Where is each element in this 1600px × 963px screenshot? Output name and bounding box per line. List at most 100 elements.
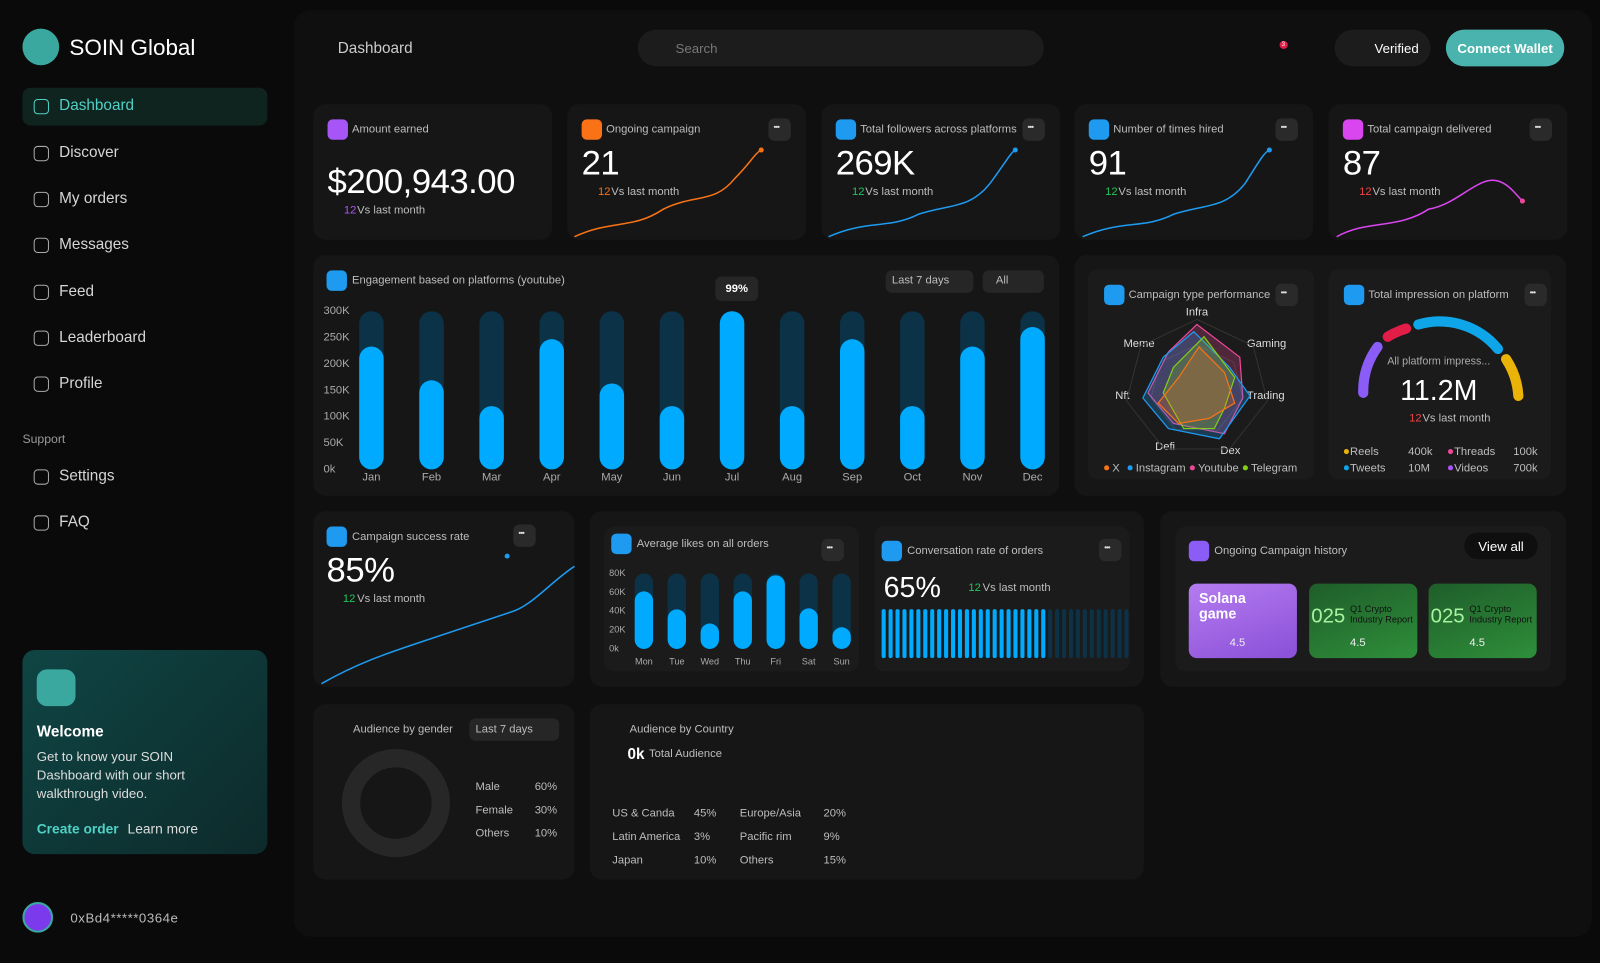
breakdown-name: Reels (1349, 445, 1379, 459)
stat-value: 269K (835, 143, 915, 183)
nav-icon[interactable] (33, 98, 49, 115)
country-value: 15% (823, 854, 846, 867)
nav-item[interactable]: Settings (59, 467, 115, 485)
nav-item[interactable]: Discover (59, 143, 119, 162)
filter[interactable] (885, 270, 974, 293)
breakdown-value: 400k (1408, 445, 1433, 459)
learn-more[interactable]: Learn more (127, 821, 199, 837)
change-note: Vs last month (357, 204, 426, 217)
search-placeholder[interactable]: Search (675, 40, 718, 57)
radar-axis: Trading (1246, 389, 1285, 403)
icon (327, 119, 348, 140)
view-all-label[interactable]: View all (1478, 538, 1524, 555)
campaign-thumb[interactable] (1188, 583, 1297, 659)
nav-icon[interactable] (33, 284, 49, 300)
change: 12 (1359, 185, 1372, 198)
country-value: 3% (693, 830, 711, 843)
country-value: 45% (693, 807, 717, 820)
legend-dot (1343, 448, 1349, 455)
filter[interactable] (982, 270, 1044, 293)
total-note: Total Audience (648, 747, 722, 761)
gender-name: Others (475, 827, 510, 840)
icon (611, 533, 632, 555)
stat-card (313, 104, 553, 240)
nav-item[interactable]: Leaderboard (59, 328, 146, 346)
welcome-title: Welcome (36, 723, 104, 741)
icon (1188, 540, 1210, 562)
nav-icon[interactable] (33, 376, 49, 392)
card-title: Average likes on all orders (636, 537, 769, 550)
nav-icon[interactable] (33, 237, 49, 254)
connect-label[interactable]: Connect Wallet (1457, 40, 1553, 57)
change: 12 (1105, 185, 1118, 198)
card-title: Total impression on platform (1368, 288, 1509, 302)
nav-item[interactable]: Feed (59, 282, 95, 300)
thumb-title: Q1 Crypto Industry Report (1349, 604, 1413, 625)
menu[interactable] (513, 524, 536, 547)
campaign-thumb[interactable] (1428, 583, 1537, 659)
breadcrumb: Dashboard (337, 39, 413, 58)
icon (581, 119, 603, 140)
menu[interactable] (1275, 283, 1298, 307)
gauge-value: 11.2M (1400, 374, 1478, 407)
nav-item[interactable]: FAQ (59, 513, 90, 531)
breakdown-value: 10M (1408, 462, 1430, 475)
menu[interactable] (1275, 118, 1298, 141)
stat-label: Total campaign delivered (1367, 123, 1492, 136)
country-value: 10% (693, 854, 717, 867)
breakdown-name: Threads (1454, 445, 1496, 459)
nav-item[interactable]: Profile (59, 374, 103, 392)
tooltip-label: 99% (725, 282, 748, 295)
menu[interactable] (1529, 118, 1553, 141)
nav-icon[interactable] (33, 145, 49, 162)
filter-label[interactable]: Last 7 days (891, 274, 950, 287)
menu[interactable] (1098, 538, 1122, 562)
nav-item[interactable]: Dashboard (59, 96, 135, 115)
filter[interactable] (469, 718, 560, 741)
nav-icon[interactable] (33, 515, 49, 531)
menu[interactable] (1022, 118, 1045, 141)
card-title: Conversation rate of orders (907, 544, 1044, 558)
icon (881, 540, 903, 562)
chart-title: Engagement based on platforms (youtube) (352, 274, 565, 287)
nav-icon[interactable] (33, 469, 49, 485)
radar-axis: Defi (1155, 440, 1176, 454)
nav-icon[interactable] (33, 330, 49, 346)
menu[interactable] (768, 118, 791, 141)
legend-dot (1447, 448, 1454, 455)
legend-dot (1189, 465, 1195, 471)
radar-axis: Infra (1185, 306, 1209, 319)
nav-item[interactable]: My orders (59, 189, 128, 208)
rating: 4.5 (1349, 636, 1366, 649)
change: 12 (597, 185, 611, 198)
nav-active[interactable] (22, 87, 268, 126)
verified-pill[interactable] (1334, 29, 1431, 67)
filter-label[interactable]: Last 7 days (475, 723, 533, 736)
gauge-label: All platform impress... (1387, 355, 1491, 368)
connect-button[interactable] (1445, 29, 1565, 67)
wallet[interactable]: 0xBd4*****0364e (70, 910, 179, 926)
filter-label[interactable]: All (995, 274, 1009, 287)
radar-axis: Gaming (1246, 337, 1287, 350)
search-box[interactable] (637, 29, 1044, 67)
legend-label: Telegram (1251, 462, 1298, 475)
icon (1342, 119, 1364, 140)
legend-dot (1242, 465, 1248, 471)
change-note: Vs last month (865, 185, 934, 198)
menu[interactable] (821, 538, 844, 562)
total: 0k (627, 745, 645, 764)
campaign-thumb[interactable] (1309, 583, 1418, 659)
legend-dot (1127, 465, 1133, 471)
view-all[interactable] (1464, 532, 1538, 560)
stat-value: 91 (1088, 143, 1127, 183)
verified[interactable]: Verified (1374, 40, 1419, 57)
country-name: Japan (612, 854, 643, 867)
logo (22, 28, 60, 66)
breakdown-name: Tweets (1349, 462, 1386, 475)
tooltip (715, 276, 759, 302)
nav-icon[interactable] (33, 191, 49, 208)
create-order[interactable]: Create order (36, 821, 119, 837)
nav-item[interactable]: Messages (59, 235, 129, 254)
menu[interactable] (1524, 283, 1547, 307)
